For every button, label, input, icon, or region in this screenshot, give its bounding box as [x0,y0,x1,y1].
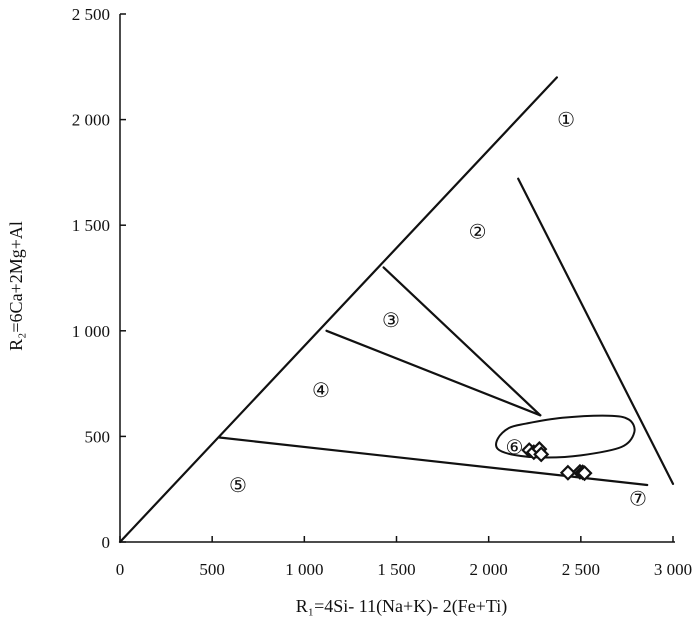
x-tick-label: 2 500 [562,560,600,579]
data-point-diamond [533,446,550,463]
boundary-line-base [218,436,649,487]
data-points [521,441,593,482]
region-label-5: ⑤ [229,473,247,497]
region-label-3: ③ [382,308,400,332]
x-axis-title: R₁=4Si- 11(Na+K)- 2(Fe+Ti) [296,596,507,617]
y-tick-label: 0 [102,533,111,552]
x-tick-label: 0 [116,560,125,579]
y-tick-label: 1 000 [72,322,110,341]
field-boundaries [118,76,675,544]
x-tick-label: 1 000 [285,560,323,579]
region-label-6: ⑥ [506,435,524,459]
y-tick-label: 2 000 [72,111,110,130]
boundary-line-line-4-5 [325,329,542,417]
x-ticks: 0 500 1 000 1 500 2 000 2 500 3 000 [116,536,692,579]
y-tick-label: 500 [85,427,111,446]
y-axis-title: R₂=6Ca+2Mg+Al [6,221,26,351]
axes [119,14,675,543]
region-labels: ① ② ③ ④ ⑤ ⑥ ⑦ [229,108,647,511]
y-ticks: 0 500 1 000 1 500 2 000 2 500 [72,5,126,552]
region-label-2: ② [469,220,487,244]
sample-field-outline [495,414,636,459]
boundary-line-diagonal [118,76,558,544]
y-tick-label: 1 500 [72,216,110,235]
region-label-4: ④ [312,378,330,402]
region-label-1: ① [557,108,575,132]
boundary-line-line-1-2 [517,177,675,485]
data-point-diamond [576,465,593,482]
x-tick-label: 2 000 [470,560,508,579]
y-tick-label: 2 500 [72,5,110,24]
x-tick-label: 3 000 [654,560,692,579]
x-tick-label: 1 500 [377,560,415,579]
region-label-7: ⑦ [629,487,647,511]
boundary-line-line-3-4 [382,266,542,417]
data-point-diamond [559,464,576,481]
x-tick-label: 500 [199,560,225,579]
